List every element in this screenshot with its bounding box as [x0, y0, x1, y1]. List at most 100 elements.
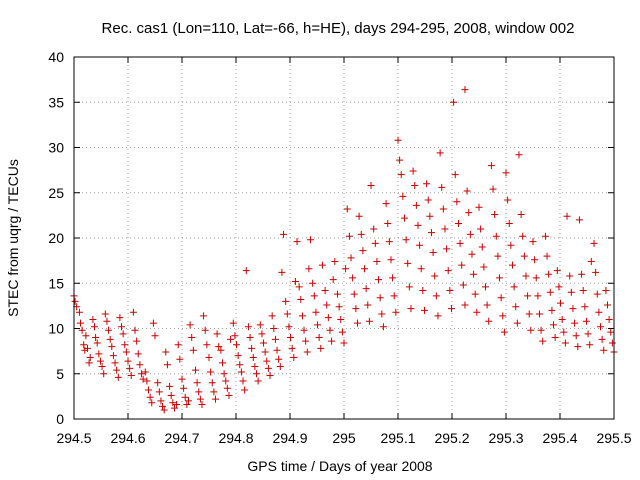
data-point [225, 391, 233, 399]
data-point [201, 326, 209, 334]
data-point [318, 261, 326, 269]
data-point [451, 171, 459, 179]
data-point [126, 364, 134, 372]
data-point [220, 370, 228, 378]
data-point [138, 370, 145, 378]
data-point [149, 319, 157, 327]
data-point [459, 281, 467, 289]
data-point [215, 343, 223, 351]
data-point [254, 377, 262, 385]
data-point [385, 238, 393, 246]
data-point [529, 238, 537, 246]
data-point [450, 98, 458, 106]
data-point [560, 328, 568, 336]
data-point [127, 372, 135, 380]
data-point [159, 402, 167, 410]
data-point [335, 303, 343, 311]
data-point [96, 357, 104, 365]
data-point [151, 332, 159, 340]
data-point [520, 252, 528, 260]
data-point [251, 363, 259, 371]
data-point [586, 341, 594, 349]
data-point [173, 401, 181, 409]
y-tick-labels: 0 5 10 15 20 25 30 35 40 [48, 49, 64, 427]
data-point [300, 326, 308, 334]
y-tick-label: 0 [56, 411, 64, 427]
data-point [505, 220, 513, 228]
data-point [373, 258, 381, 266]
x-tick-label: 295.3 [488, 430, 523, 446]
data-point [264, 364, 272, 372]
data-point [229, 319, 237, 327]
data-point [205, 353, 213, 361]
data-point [310, 292, 318, 300]
data-point [579, 286, 587, 294]
data-point [180, 384, 188, 392]
data-point [305, 265, 313, 273]
data-point [183, 401, 191, 409]
data-point [75, 308, 83, 316]
data-point [444, 267, 452, 275]
data-point [423, 180, 431, 188]
data-point [176, 355, 184, 363]
data-point [350, 290, 358, 298]
data-point [524, 292, 532, 300]
data-point [475, 203, 483, 211]
y-tick-label: 15 [48, 275, 64, 291]
data-point [411, 182, 419, 190]
data-point [434, 312, 442, 320]
data-point [519, 232, 527, 240]
data-point [575, 216, 583, 224]
data-point [468, 250, 476, 258]
data-point [210, 388, 218, 396]
data-point [419, 286, 427, 294]
data-point [124, 357, 132, 365]
data-point [466, 230, 474, 238]
data-point [268, 312, 276, 320]
data-point [458, 261, 466, 269]
data-point [378, 310, 386, 318]
data-point [387, 256, 395, 264]
data-point [598, 335, 606, 343]
data-point [439, 205, 447, 213]
data-point [355, 212, 363, 220]
data-point [109, 352, 117, 360]
data-point [364, 301, 372, 309]
data-point [241, 386, 249, 394]
data-point [170, 404, 178, 412]
x-tick-label: 294.8 [218, 430, 253, 446]
data-points [70, 86, 618, 414]
data-point [485, 317, 493, 325]
data-point [314, 321, 322, 329]
data-point [595, 308, 603, 316]
data-point [417, 265, 425, 273]
data-point [192, 366, 199, 374]
data-point [405, 283, 413, 291]
data-point [203, 341, 211, 349]
data-point [246, 334, 254, 342]
data-point [263, 357, 271, 365]
data-point [510, 283, 518, 291]
data-point [231, 332, 239, 340]
data-point [275, 355, 283, 363]
data-point [537, 326, 545, 334]
x-tick-label: 294.9 [272, 430, 307, 446]
data-point [129, 308, 137, 316]
data-point [557, 299, 565, 307]
data-point [512, 303, 520, 311]
data-point [342, 265, 350, 273]
data-point [517, 210, 525, 218]
data-point [365, 317, 373, 325]
data-point [184, 397, 192, 405]
data-point [396, 156, 404, 164]
data-point [136, 361, 144, 369]
data-point [384, 220, 392, 228]
data-point [223, 384, 231, 392]
data-point [200, 312, 208, 320]
data-point [420, 306, 428, 314]
data-point [404, 259, 412, 267]
data-point [82, 332, 90, 340]
data-point [478, 243, 486, 251]
data-point [222, 377, 230, 385]
data-point [324, 314, 332, 322]
